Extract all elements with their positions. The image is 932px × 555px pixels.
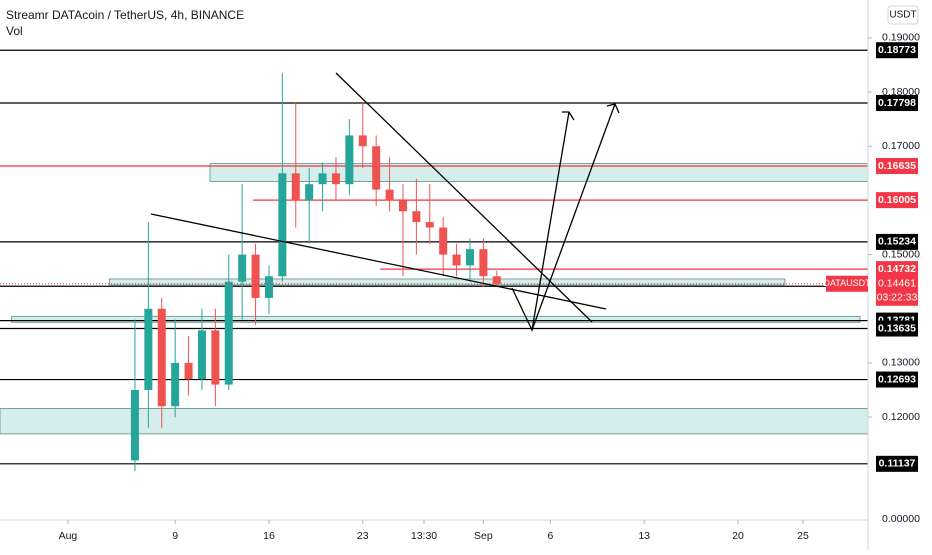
level-label-box bbox=[876, 158, 918, 175]
level-label: 0.11137 bbox=[879, 458, 916, 470]
candle-body bbox=[238, 254, 247, 282]
price-label: 0.14461 bbox=[878, 278, 916, 290]
countdown-label: 03:22:33 bbox=[877, 292, 918, 304]
arrow-head bbox=[606, 103, 620, 114]
currency-text[interactable]: USDT bbox=[889, 10, 916, 21]
candle-body bbox=[197, 330, 206, 380]
x-tick-label: 23 bbox=[357, 530, 369, 542]
candle-body bbox=[412, 211, 421, 223]
level-label-box bbox=[876, 320, 918, 337]
level-label-box bbox=[876, 42, 918, 59]
candle-body bbox=[264, 276, 273, 298]
level-label: 0.13635 bbox=[878, 322, 916, 334]
x-tick-label: Aug bbox=[59, 530, 78, 542]
y-tick-label: 0.19000 bbox=[882, 32, 920, 44]
candle-body bbox=[157, 308, 166, 407]
candle-body bbox=[452, 254, 461, 266]
level-label: 0.12693 bbox=[878, 373, 916, 385]
candle-body bbox=[439, 227, 448, 255]
zone bbox=[0, 408, 869, 435]
chart-title: Streamr DATAcoin / TetherUS, 4h, BINANCE bbox=[6, 8, 244, 22]
candle-body bbox=[278, 173, 287, 277]
candle-body bbox=[479, 249, 488, 277]
level-label: 0.16005 bbox=[878, 194, 916, 206]
candle-body bbox=[425, 222, 434, 228]
zone bbox=[11, 315, 861, 323]
x-tick-label: 9 bbox=[172, 530, 178, 542]
y-tick-label: 0.18000 bbox=[882, 86, 920, 98]
candle-body bbox=[358, 135, 367, 147]
level-label-box bbox=[876, 233, 918, 250]
trend-line bbox=[335, 72, 593, 323]
y-tick-label: 0.15000 bbox=[882, 248, 920, 260]
level-label: 0.14732 bbox=[878, 263, 916, 275]
candle-body bbox=[184, 362, 193, 380]
candle-body bbox=[331, 173, 340, 185]
y-tick-label: 0.17000 bbox=[882, 140, 920, 152]
level-label-box bbox=[876, 261, 918, 278]
level-label-box bbox=[876, 455, 918, 472]
y-tick-label: 0.12000 bbox=[882, 411, 920, 423]
arrow-path bbox=[531, 103, 616, 331]
level-label: 0.18773 bbox=[878, 44, 916, 56]
candle-body bbox=[144, 308, 153, 390]
x-tick-label: 16 bbox=[263, 530, 275, 542]
candle-body bbox=[385, 189, 394, 201]
y-tick-label: 0.13000 bbox=[882, 357, 920, 369]
volume-axis-label: 0.00000 bbox=[882, 513, 920, 525]
candle-body bbox=[398, 200, 407, 212]
level-label-box bbox=[876, 95, 918, 112]
drawings bbox=[150, 72, 620, 333]
x-tick-label: 6 bbox=[547, 530, 553, 542]
level-label: 0.17798 bbox=[878, 97, 916, 109]
candle-body bbox=[372, 146, 381, 190]
candle-body bbox=[224, 281, 233, 385]
level-label: 0.15234 bbox=[878, 236, 916, 248]
x-tick-label: Sep bbox=[474, 530, 493, 542]
currency-button[interactable] bbox=[887, 5, 919, 25]
candle-body bbox=[130, 390, 139, 461]
candle-body bbox=[305, 184, 314, 201]
candle-body bbox=[251, 254, 260, 298]
candle-body bbox=[171, 362, 180, 407]
candle-body bbox=[465, 249, 474, 266]
candle-body bbox=[211, 330, 220, 385]
candle-body bbox=[345, 135, 354, 185]
price-box bbox=[876, 275, 918, 306]
level-label-box bbox=[876, 371, 918, 388]
volume-label: Vol bbox=[6, 24, 23, 38]
level-label-box bbox=[876, 192, 918, 209]
candle-body bbox=[291, 173, 300, 201]
candle-body bbox=[492, 276, 501, 284]
zone bbox=[109, 278, 786, 286]
candle-body bbox=[318, 173, 327, 185]
arrow-head bbox=[562, 111, 575, 121]
x-tick-label: 25 bbox=[797, 530, 809, 542]
symbol-box bbox=[826, 275, 868, 292]
plot-area bbox=[0, 49, 869, 472]
symbol-label: DATAUSDT bbox=[823, 278, 871, 288]
x-tick-label: 20 bbox=[732, 530, 744, 542]
trend-line bbox=[150, 213, 607, 310]
x-tick-label: 13 bbox=[638, 530, 650, 542]
x-tick-label: 13:30 bbox=[411, 530, 437, 542]
level-label: 0.16635 bbox=[878, 160, 916, 172]
